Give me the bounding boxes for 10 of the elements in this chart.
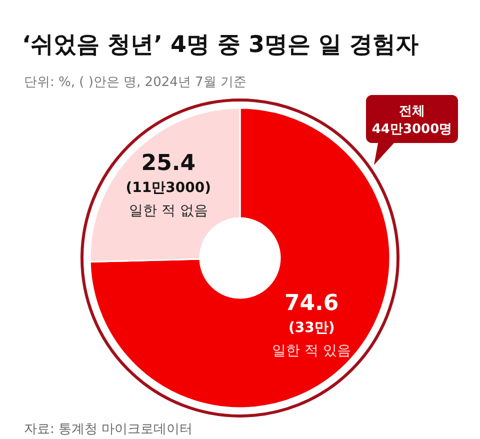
chart-subtitle: 단위: %, ( )안은 명, 2024년 7월 기준 bbox=[24, 75, 246, 90]
slice-label: 일한 적 없음 bbox=[128, 203, 208, 220]
text: (33만) bbox=[288, 320, 335, 336]
text: 자료: 통계청 마이크로데이터 bbox=[24, 422, 193, 437]
chart-title: ‘쉬었음 청년’ 4명 중 3명은 일 경험자 bbox=[22, 32, 419, 58]
slice-label: 일한 적 있음 bbox=[272, 342, 352, 359]
data-label: 74.6 bbox=[284, 290, 339, 316]
text: (11만3000) bbox=[126, 180, 212, 196]
data-label: 25.4 bbox=[141, 151, 196, 176]
text: 전체 44만3000명 bbox=[372, 104, 452, 137]
